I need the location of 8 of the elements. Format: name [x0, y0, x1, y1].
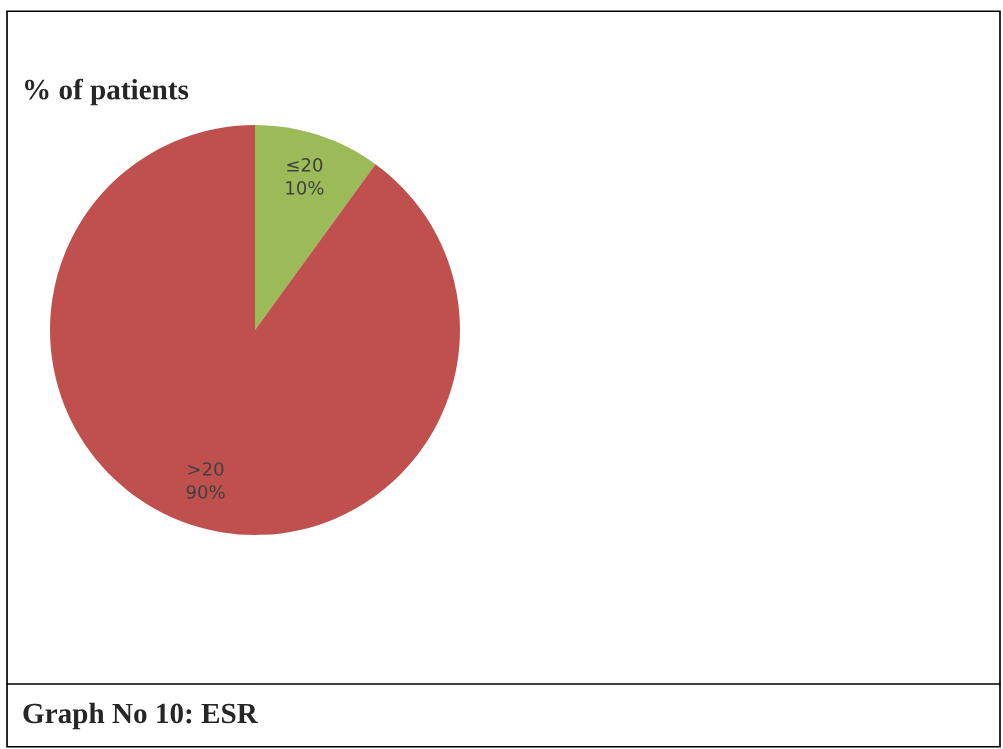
slice-label: >20	[188, 462, 224, 476]
pie-slice	[255, 125, 376, 330]
data-label: 10%	[286, 180, 324, 195]
chart-title: % of patients	[24, 78, 189, 106]
slice-label: ≤20	[287, 158, 323, 172]
pie-slice	[50, 125, 460, 535]
data-label: 90%	[186, 485, 225, 499]
text: Graph No 10: ESR	[23, 702, 259, 730]
